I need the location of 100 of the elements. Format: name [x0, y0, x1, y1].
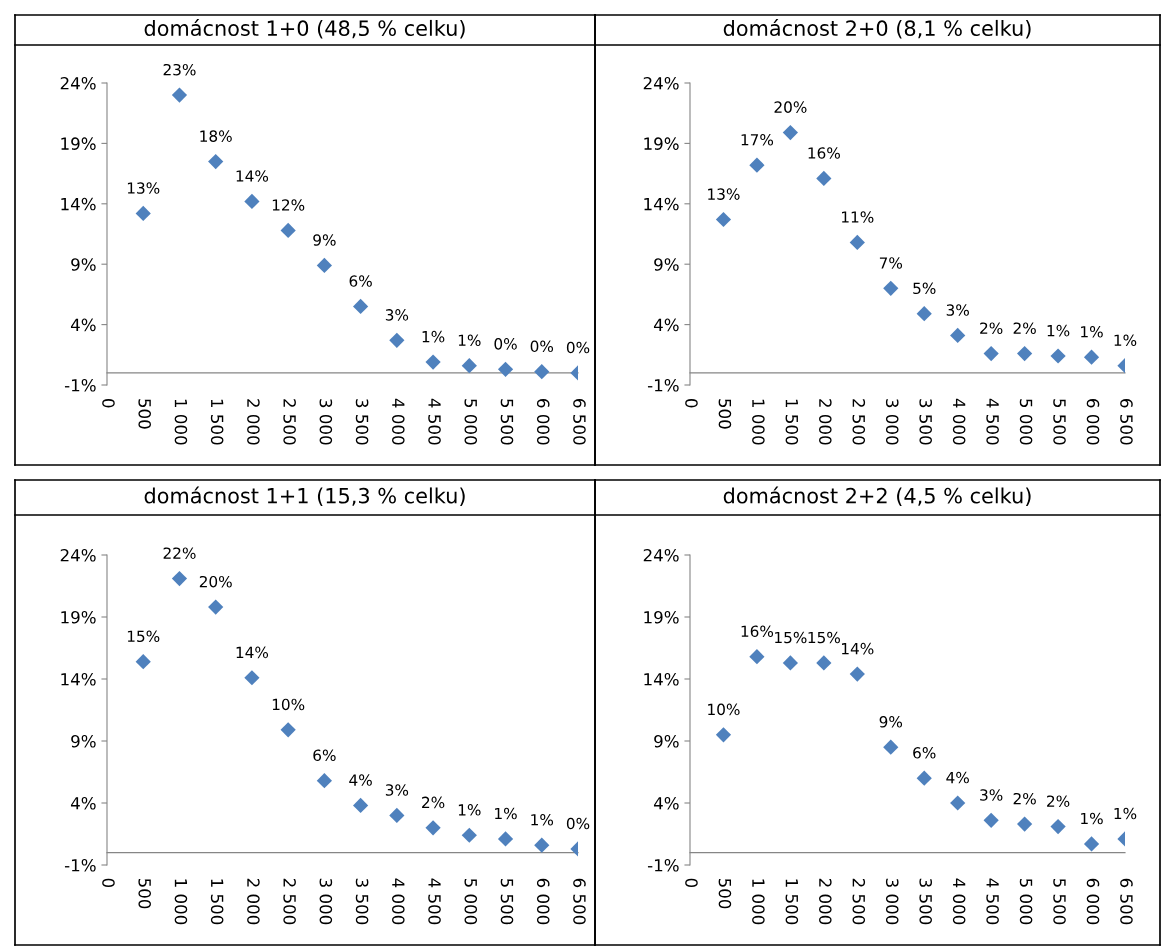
x-tick-label: 6 000 [536, 878, 550, 925]
x-tick-label: 3 500 [355, 399, 369, 445]
data-label: 3% [980, 789, 1003, 801]
data-label: 0% [530, 340, 554, 353]
data-label: 0% [566, 817, 590, 830]
data-label: 1% [1081, 326, 1103, 338]
chart-title: domácnost 2+0 (8,1 % celku) [723, 19, 1031, 39]
data-label: 11% [842, 211, 874, 223]
data-label: 1% [1081, 812, 1103, 825]
point [425, 820, 441, 836]
data-label: 9% [879, 716, 903, 728]
y-tick-label: 14% [61, 197, 96, 211]
x-tick-label: 4 500 [428, 398, 441, 445]
y-tick-label: 19% [644, 610, 679, 624]
x-tick-label: 5 000 [1019, 399, 1033, 445]
data-label: 14% [236, 170, 269, 182]
x-tick-label: 3 000 [885, 399, 899, 445]
data-label: 14% [236, 646, 269, 659]
x-tick-label: 1 500 [785, 879, 799, 925]
data-label: 4% [349, 774, 372, 786]
point [950, 795, 966, 811]
y-tick-label: 4% [70, 318, 96, 332]
x-tick-label: 6 500 [1120, 399, 1133, 445]
point [916, 770, 932, 786]
data-label: 1% [1114, 807, 1137, 820]
point [244, 193, 260, 209]
y-tick-label: -1% [64, 858, 96, 872]
x-tick-label: 2 500 [283, 399, 296, 445]
point [916, 306, 932, 322]
point [849, 666, 865, 682]
point [1050, 818, 1066, 835]
y-tick-label: 9% [71, 734, 96, 748]
chart-title: domácnost 1+1 (15,3 % celku) [144, 486, 465, 506]
y-tick-label: 19% [644, 137, 679, 150]
point [208, 153, 224, 170]
x-tick-label: 500 [718, 399, 732, 429]
x-tick-label: 2 500 [852, 878, 866, 925]
data-label: 6% [349, 275, 372, 287]
point [983, 812, 999, 828]
x-tick-label: 5 500 [1053, 878, 1066, 925]
data-label: 2% [1013, 322, 1036, 334]
data-label: 1% [458, 334, 481, 347]
point [782, 655, 798, 671]
data-label: 2% [1047, 795, 1070, 807]
x-tick-label: 0 [685, 878, 698, 888]
x-tick-label: 1 000 [174, 879, 188, 925]
y-tick-label: -1% [64, 378, 96, 392]
chart-title: domácnost 1+0 (48,5 % celku) [144, 19, 465, 39]
point [353, 797, 369, 814]
x-tick-label: 1 500 [210, 399, 224, 445]
data-label: 9% [313, 234, 336, 246]
x-tick-label: 4 500 [986, 878, 999, 925]
x-tick-label: 2 500 [852, 399, 866, 445]
x-tick-label: 4 000 [392, 878, 405, 925]
point [816, 170, 832, 187]
point [316, 257, 332, 274]
y-tick-label: 4% [70, 796, 96, 810]
y-tick-label: 9% [654, 258, 679, 271]
point [353, 298, 369, 315]
data-label: 10% [708, 703, 740, 716]
point [171, 570, 188, 587]
point [244, 670, 260, 686]
point [950, 327, 966, 344]
point [208, 599, 224, 615]
x-tick-label: 3 500 [355, 878, 369, 925]
x-tick-label: 3 500 [919, 399, 932, 445]
y-tick-label: 24% [643, 76, 679, 90]
data-label: 3% [946, 304, 969, 316]
x-tick-label: 4 000 [392, 398, 405, 445]
x-tick-label: 6 500 [1120, 878, 1133, 925]
data-label: 15% [808, 631, 840, 644]
chart-title: domácnost 2+2 (4,5 % celku) [723, 486, 1031, 506]
x-tick-label: 4 000 [952, 398, 966, 445]
point [816, 655, 832, 671]
x-tick-label: 5 500 [500, 878, 514, 925]
point [1083, 349, 1100, 365]
y-tick-label: 14% [61, 672, 96, 686]
data-label: 10% [272, 698, 305, 711]
data-label: 2% [980, 322, 1003, 334]
x-tick-label: 6 000 [1086, 399, 1100, 445]
y-tick-label: 4% [653, 318, 679, 332]
point [1017, 345, 1033, 362]
data-label: 20% [774, 101, 807, 113]
y-tick-label: 19% [61, 137, 96, 150]
data-label: 13% [708, 188, 740, 200]
point [883, 280, 899, 296]
x-tick-label: 5 000 [1019, 878, 1033, 925]
data-label: 2% [1013, 792, 1036, 805]
y-tick-label: 24% [60, 548, 96, 562]
x-tick-label: 1 000 [174, 399, 188, 445]
x-tick-label: 4 000 [952, 878, 966, 925]
point [534, 837, 550, 853]
x-tick-label: 500 [138, 399, 151, 429]
data-label: 6% [313, 749, 336, 762]
y-tick-label: 9% [71, 258, 96, 271]
data-label: 13% [127, 182, 160, 194]
x-tick-label: 2 000 [247, 399, 260, 445]
x-tick-label: 3 500 [919, 878, 932, 925]
data-label: 16% [741, 625, 774, 638]
x-tick-label: 0 [685, 399, 698, 408]
